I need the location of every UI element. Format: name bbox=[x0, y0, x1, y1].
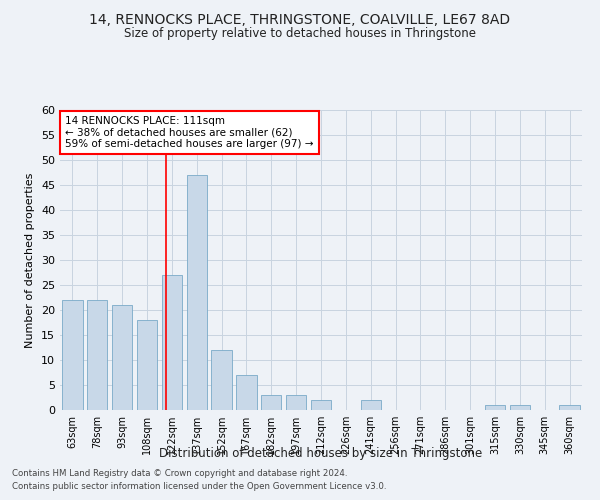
Bar bbox=[311, 400, 331, 410]
Text: 14, RENNOCKS PLACE, THRINGSTONE, COALVILLE, LE67 8AD: 14, RENNOCKS PLACE, THRINGSTONE, COALVIL… bbox=[89, 12, 511, 26]
Text: Size of property relative to detached houses in Thringstone: Size of property relative to detached ho… bbox=[124, 28, 476, 40]
Bar bbox=[559, 405, 580, 410]
Bar bbox=[485, 405, 505, 410]
Bar bbox=[261, 395, 281, 410]
Bar bbox=[361, 400, 381, 410]
Bar bbox=[211, 350, 232, 410]
Bar bbox=[509, 405, 530, 410]
Bar bbox=[87, 300, 107, 410]
Bar bbox=[137, 320, 157, 410]
Bar bbox=[112, 305, 133, 410]
Text: 14 RENNOCKS PLACE: 111sqm
← 38% of detached houses are smaller (62)
59% of semi-: 14 RENNOCKS PLACE: 111sqm ← 38% of detac… bbox=[65, 116, 314, 149]
Y-axis label: Number of detached properties: Number of detached properties bbox=[25, 172, 35, 348]
Bar bbox=[161, 275, 182, 410]
Bar bbox=[187, 175, 207, 410]
Text: Contains public sector information licensed under the Open Government Licence v3: Contains public sector information licen… bbox=[12, 482, 386, 491]
Bar bbox=[236, 375, 257, 410]
Text: Distribution of detached houses by size in Thringstone: Distribution of detached houses by size … bbox=[160, 448, 482, 460]
Bar bbox=[286, 395, 307, 410]
Bar bbox=[62, 300, 83, 410]
Text: Contains HM Land Registry data © Crown copyright and database right 2024.: Contains HM Land Registry data © Crown c… bbox=[12, 468, 347, 477]
